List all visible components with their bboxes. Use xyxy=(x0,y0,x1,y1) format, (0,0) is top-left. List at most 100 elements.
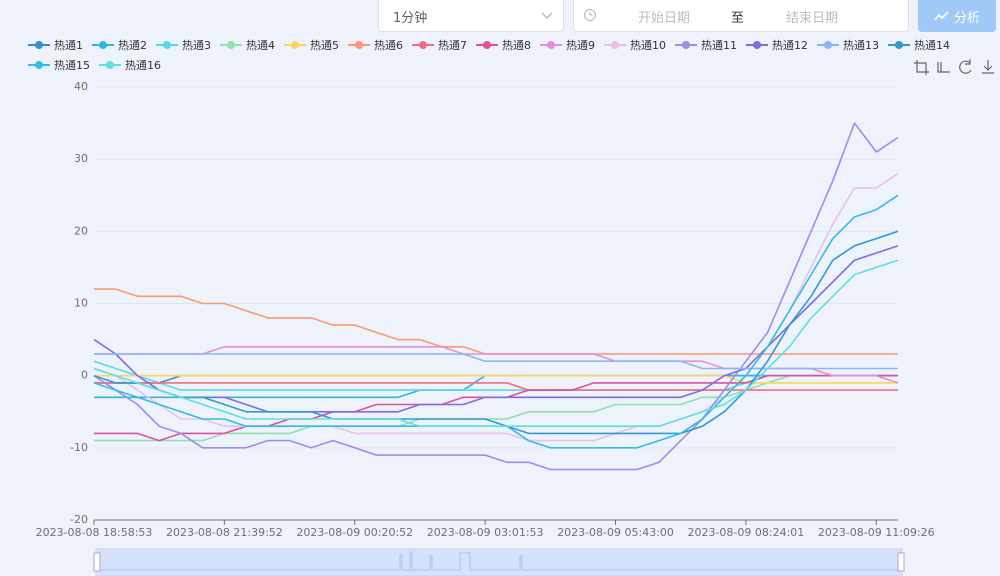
legend-symbol xyxy=(28,41,50,49)
legend-dot xyxy=(824,41,832,49)
zoom-icon[interactable] xyxy=(914,60,929,75)
start-date: 开始日期 xyxy=(638,11,691,26)
legend-dot xyxy=(35,41,43,49)
legend-label: 热通16 xyxy=(125,59,161,72)
y-tick-label: 20 xyxy=(74,224,88,237)
zoom-handle[interactable] xyxy=(93,552,101,572)
legend-item[interactable]: 热通8 xyxy=(476,38,531,52)
legend-item[interactable]: 热通3 xyxy=(156,38,211,52)
date-range[interactable]: 开始日期 至 结束日期 xyxy=(573,0,909,32)
x-tick-label: 2023-08-09 11:09:26 xyxy=(818,526,935,539)
legend-item[interactable]: 热通13 xyxy=(817,38,879,52)
zoom-handle[interactable] xyxy=(897,552,905,572)
legend-symbol xyxy=(348,41,370,49)
zoom-reset-icon[interactable] xyxy=(937,62,950,73)
legend-dot xyxy=(611,41,619,49)
legend-symbol xyxy=(412,41,434,49)
legend: 热通1 热通2 热通3 热通4 热通5 热通6 热通7 热通8 热通9 热通10 热通11 热通12 热… xyxy=(28,38,988,72)
end-date: 结束日期 xyxy=(786,11,839,26)
legend-item[interactable]: 热通11 xyxy=(675,38,737,52)
legend-item[interactable]: 热通12 xyxy=(746,38,808,52)
legend-label: 热通9 xyxy=(566,39,595,52)
legend-item[interactable]: 热通14 xyxy=(888,38,950,52)
y-tick-label: -20 xyxy=(70,513,88,526)
legend-dot xyxy=(35,61,43,69)
zoom-preview xyxy=(96,551,902,571)
legend-label: 热通5 xyxy=(310,39,339,52)
interval-value: 1分钟 xyxy=(393,11,428,26)
legend-symbol xyxy=(675,41,697,49)
series-line xyxy=(93,122,899,471)
x-tick-label: 2023-08-09 03:01:53 xyxy=(427,526,544,539)
x-tick-label: 2023-08-08 21:39:52 xyxy=(166,526,283,539)
legend-dot xyxy=(547,41,555,49)
legend-label: 热通13 xyxy=(843,39,879,52)
clock-icon xyxy=(584,9,596,21)
series-line xyxy=(94,382,898,391)
analyze-label: 分析 xyxy=(953,10,980,26)
x-tick-label: 2023-08-09 00:20:52 xyxy=(296,526,413,539)
legend-label: 热通2 xyxy=(118,39,147,52)
legend-item[interactable]: 热通1 xyxy=(28,38,83,52)
series-line xyxy=(93,230,899,435)
legend-dot xyxy=(291,41,299,49)
legend-label: 热通1 xyxy=(54,39,83,52)
range-separator: 至 xyxy=(731,11,745,26)
legend-item[interactable]: 热通10 xyxy=(604,38,666,52)
legend-symbol xyxy=(604,41,626,49)
legend-dot xyxy=(106,61,114,69)
legend-item[interactable]: 热通15 xyxy=(28,58,90,72)
legend-symbol xyxy=(817,41,839,49)
legend-label: 热通15 xyxy=(54,59,90,72)
legend-symbol xyxy=(284,41,306,49)
legend-item[interactable]: 热通5 xyxy=(284,38,339,52)
toolbox xyxy=(914,59,994,75)
legend-dot xyxy=(753,41,761,49)
analyze-button[interactable]: 分析 xyxy=(918,0,996,32)
series-line xyxy=(93,194,899,449)
legend-item[interactable]: 热通2 xyxy=(92,38,147,52)
legend-label: 热通12 xyxy=(772,39,808,52)
legend-label: 热通3 xyxy=(182,39,211,52)
legend-symbol xyxy=(888,41,910,49)
legend-item[interactable]: 热通4 xyxy=(220,38,275,52)
download-icon[interactable] xyxy=(982,60,994,74)
legend-item[interactable]: 热通16 xyxy=(99,58,161,72)
toolbar: 1分钟 开始日期 至 结束日期 分析 xyxy=(0,0,1000,36)
series-line xyxy=(94,345,899,384)
legend-symbol xyxy=(540,41,562,49)
legend-symbol xyxy=(746,41,768,49)
legend-item[interactable]: 热通7 xyxy=(412,38,467,52)
interval-select[interactable]: 1分钟 xyxy=(378,0,564,32)
legend-symbol xyxy=(28,61,50,69)
legend-dot xyxy=(163,41,171,49)
x-tick-label: 2023-08-09 08:24:01 xyxy=(687,526,804,539)
legend-label: 热通14 xyxy=(914,39,950,52)
legend-symbol xyxy=(476,41,498,49)
legend-dot xyxy=(419,41,427,49)
legend-symbol xyxy=(156,41,178,49)
x-tick-label: 2023-08-08 18:58:53 xyxy=(36,526,153,539)
legend-label: 热通10 xyxy=(630,39,666,52)
series-line xyxy=(93,245,899,413)
legend-label: 热通8 xyxy=(502,39,531,52)
trend-icon xyxy=(934,11,949,21)
legend-dot xyxy=(483,41,491,49)
legend-dot xyxy=(895,41,903,49)
dropdown-arrow xyxy=(541,12,553,19)
y-tick-label: 40 xyxy=(74,80,88,93)
legend-symbol xyxy=(92,41,114,49)
restore-icon[interactable] xyxy=(959,59,972,74)
x-tick-label: 2023-08-09 05:43:00 xyxy=(557,526,674,539)
y-tick-label: 30 xyxy=(74,152,88,165)
series-line xyxy=(94,374,898,442)
legend-dot xyxy=(682,41,690,49)
data-zoom[interactable] xyxy=(93,548,905,576)
y-tick-label: 0 xyxy=(81,369,88,382)
series-line xyxy=(93,259,899,428)
legend-item[interactable]: 热通6 xyxy=(348,38,403,52)
legend-item[interactable]: 热通9 xyxy=(540,38,595,52)
legend-label: 热通7 xyxy=(438,39,467,52)
legend-label: 热通4 xyxy=(246,39,275,52)
